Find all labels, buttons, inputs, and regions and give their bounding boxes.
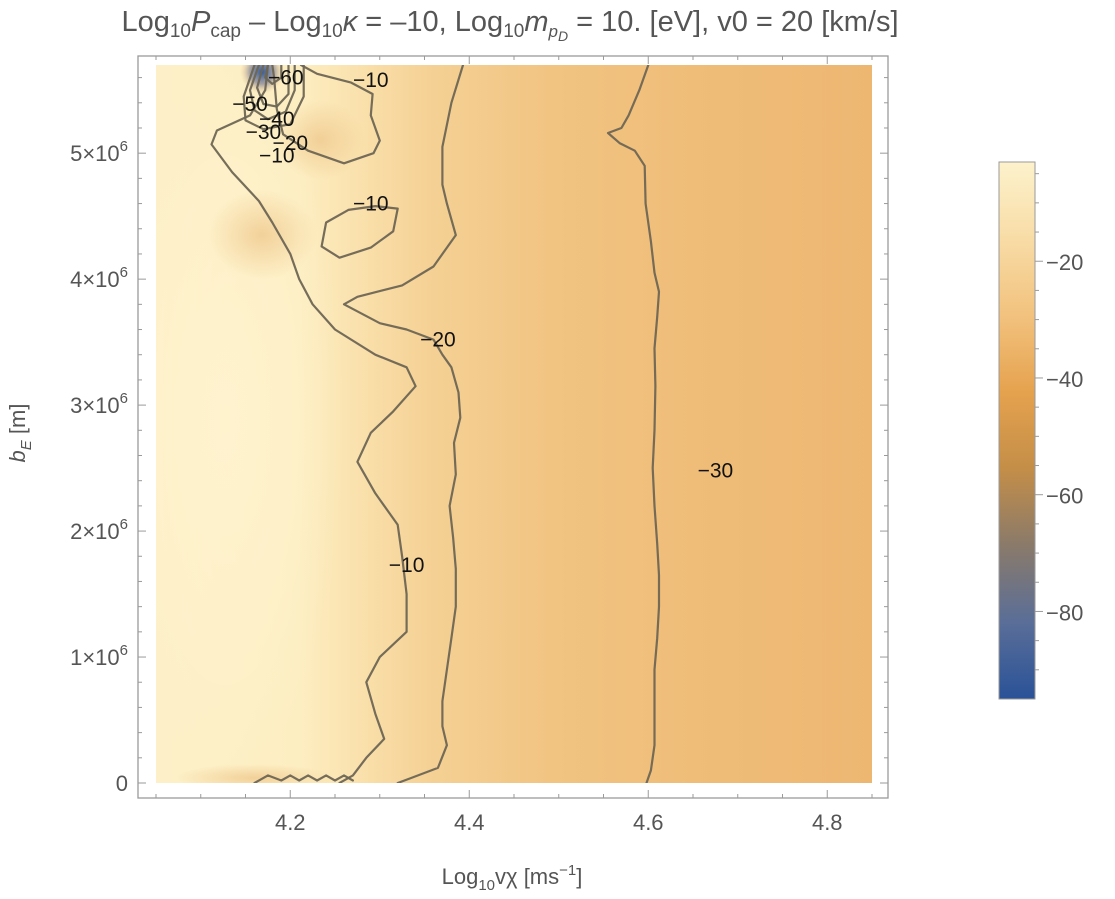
colorbar-ticks: −20 −40 −60 −80 — [1035, 173, 1083, 671]
chart-title: Log10Pcap – Log10κ = –10, Log10mpD = 10.… — [121, 6, 898, 44]
contour-line-9 — [264, 65, 283, 85]
x-tick-label-1: 4.4 — [454, 810, 485, 835]
contour-line-1 — [271, 65, 381, 165]
contour-line-0 — [210, 65, 417, 783]
y-tick-label-3: 3×106 — [70, 390, 128, 418]
density-field — [156, 65, 872, 783]
contour-line-7 — [256, 65, 290, 108]
x-tick-label-3: 4.8 — [812, 810, 843, 835]
contour-line-4 — [253, 774, 354, 783]
x-axis: 4.2 4.4 4.6 4.8 — [155, 56, 873, 835]
plot-frame — [137, 55, 889, 799]
contour-label-9: −30 — [698, 460, 734, 483]
y-axis-label: bE [m] — [5, 404, 35, 463]
contour-label-8: −20 — [420, 329, 456, 352]
contour-line-2 — [320, 205, 399, 259]
contour-lines — [210, 65, 661, 783]
contour-label-0: −60 — [268, 67, 304, 90]
contour-labels: −60 −10−50−40−30−20−10−10−20−30−10 — [232, 67, 733, 577]
y-tick-label-5: 5×106 — [70, 138, 128, 166]
y-tick-label-2: 2×106 — [70, 516, 128, 544]
contour-label-1: −10 — [353, 69, 389, 92]
colorbar-tick-label-0: −20 — [1046, 250, 1083, 275]
y-tick-label-0: 0 — [116, 771, 128, 796]
contour-label-7: −10 — [353, 193, 389, 216]
x-tick-label-2: 4.6 — [633, 810, 664, 835]
contour-line-6 — [248, 65, 296, 121]
colorbar-tick-label-1: −40 — [1046, 367, 1083, 392]
density-tan-region-2 — [275, 100, 365, 180]
contour-line-8 — [242, 65, 305, 131]
colorbar-tick-label-2: −60 — [1046, 484, 1083, 509]
contour-label-6: −10 — [259, 145, 295, 168]
x-tick-label-0: 4.2 — [275, 810, 306, 835]
y-axis: 0 1×106 2×106 3×106 4×106 5×106 — [70, 77, 888, 796]
y-tick-label-4: 4×106 — [70, 264, 128, 292]
contour-label-10: −10 — [389, 554, 425, 577]
colorbar-tick-label-3: −80 — [1046, 600, 1083, 625]
x-axis-label: Log10vχ [ms−1] — [442, 862, 583, 894]
colorbar-bar — [998, 161, 1036, 700]
contour-label-3: −40 — [259, 108, 295, 131]
contour-line-5 — [606, 65, 661, 783]
colorbar: −20 −40 −60 −80 — [998, 161, 1083, 700]
contour-label-4: −30 — [246, 121, 282, 144]
y-tick-label-1: 1×106 — [70, 642, 128, 670]
density-tan-region — [207, 190, 317, 280]
contour-label-5: −20 — [272, 132, 308, 155]
contour-line-3 — [342, 65, 465, 783]
contour-label-2: −50 — [232, 93, 268, 116]
